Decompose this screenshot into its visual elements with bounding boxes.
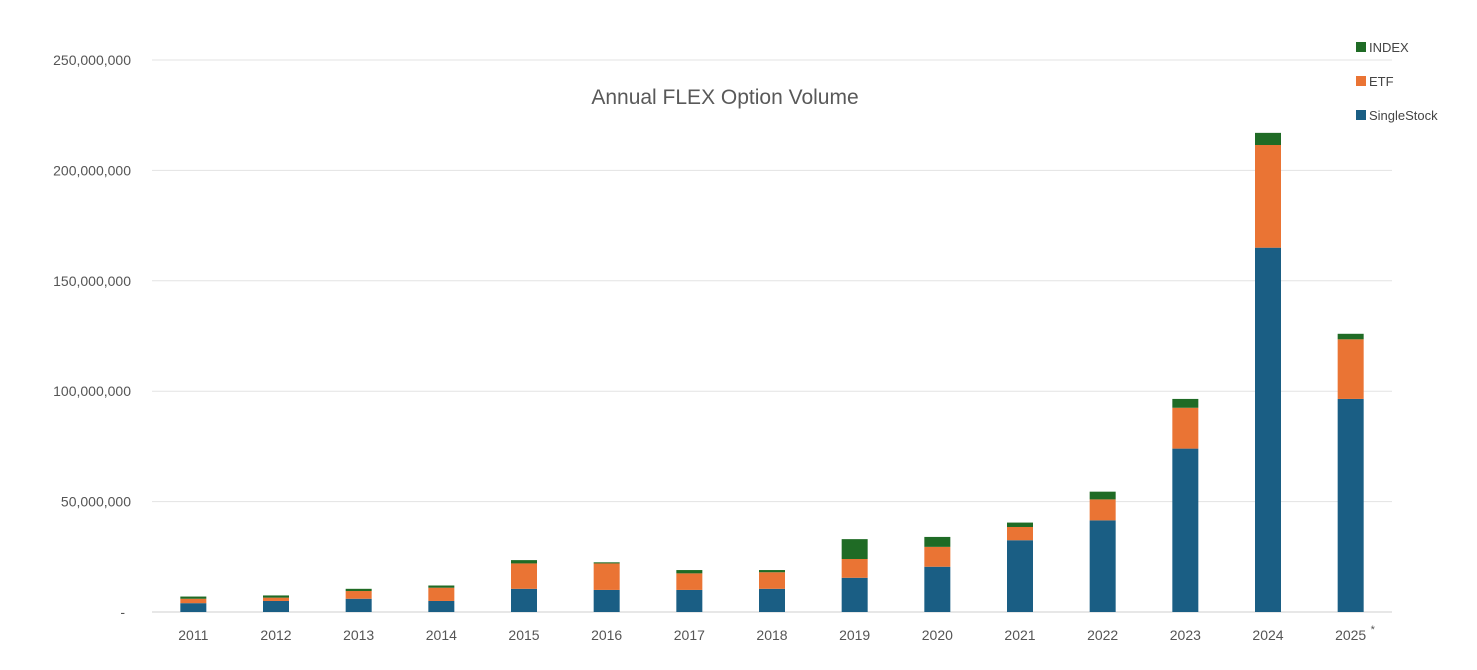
bar-etf-2025 [1337, 339, 1364, 399]
x-axis-tick-labels: 2011 2012 2013 2014 2015 2016 2017 2018 2019 2020… [178, 624, 1375, 643]
bar-etf-2016 [593, 563, 620, 590]
bar-index-2016 [593, 562, 620, 564]
x-tick-label: 2011 [178, 627, 208, 643]
x-tick-label: 2021 [1004, 627, 1035, 643]
x-tick-label: 2014 [426, 627, 457, 643]
x-tick-marker: * [1371, 624, 1376, 636]
bar-index-2011 [180, 596, 207, 599]
y-tick-label: 250,000,000 [53, 52, 131, 68]
bar-singlestock-2013 [345, 598, 372, 612]
x-tick-label: 2022 [1087, 627, 1118, 643]
chart-title: Annual FLEX Option Volume [591, 86, 858, 109]
bar-singlestock-2021 [1007, 540, 1033, 612]
bar-singlestock-2011 [180, 603, 207, 612]
y-axis-tick-labels: - 50,000,000 100,000,000 150,000,000 200,000… [53, 52, 131, 620]
bar-etf-2021 [1007, 526, 1033, 541]
legend: INDEX ETF SingleStock [1356, 40, 1438, 123]
x-tick-label: 2016 [591, 627, 622, 643]
bar-index-2019 [841, 539, 868, 560]
bar-singlestock-2018 [759, 588, 785, 612]
bar-index-2024 [1255, 132, 1281, 146]
x-tick-label: 2018 [756, 627, 787, 643]
bar-index-2015 [511, 560, 537, 564]
legend-swatch-index [1356, 42, 1366, 52]
x-tick-label: 2012 [260, 627, 291, 643]
bar-etf-2020 [924, 546, 951, 567]
bar-etf-2023 [1172, 407, 1199, 449]
bar-etf-2017 [676, 573, 703, 590]
bar-etf-2013 [345, 591, 372, 599]
bar-singlestock-2012 [263, 600, 289, 612]
bar-index-2022 [1089, 491, 1116, 500]
bar-etf-2024 [1255, 145, 1281, 248]
bar-index-2020 [924, 536, 951, 547]
bar-singlestock-2015 [511, 588, 537, 612]
x-tick-label: 2019 [839, 627, 870, 643]
bar-singlestock-2025 [1337, 398, 1364, 612]
bar-index-2017 [676, 570, 703, 574]
y-tick-label: - [120, 604, 125, 620]
bar-singlestock-2019 [841, 577, 868, 612]
x-tick-label: 2020 [922, 627, 953, 643]
gridlines [152, 59, 1392, 613]
y-tick-label: 200,000,000 [53, 162, 131, 178]
bar-etf-2022 [1089, 499, 1116, 521]
bar-singlestock-2024 [1255, 247, 1281, 612]
legend-label-index: INDEX [1369, 40, 1409, 55]
x-tick-label: 2013 [343, 627, 374, 643]
x-tick-label: 2024 [1252, 627, 1283, 643]
bar-index-2018 [759, 570, 785, 573]
bar-series [180, 132, 1364, 612]
bar-etf-2014 [428, 587, 455, 601]
bar-index-2012 [263, 595, 289, 598]
bar-index-2013 [345, 588, 372, 592]
bar-singlestock-2022 [1089, 520, 1116, 612]
y-tick-label: 150,000,000 [53, 273, 131, 289]
legend-label-etf: ETF [1369, 74, 1394, 89]
bar-index-2021 [1007, 522, 1033, 527]
y-tick-label: 100,000,000 [53, 383, 131, 399]
x-tick-label: 2023 [1170, 627, 1201, 643]
x-tick-label: 2025 [1335, 627, 1366, 643]
legend-label-singlestock: SingleStock [1369, 108, 1438, 123]
bar-etf-2015 [511, 563, 537, 589]
bar-etf-2011 [180, 598, 207, 604]
bar-etf-2019 [841, 559, 868, 578]
bar-index-2025 [1337, 333, 1364, 340]
x-tick-label: 2017 [674, 627, 705, 643]
bar-index-2014 [428, 585, 455, 588]
bar-etf-2018 [759, 572, 785, 589]
bar-singlestock-2014 [428, 600, 455, 612]
bar-singlestock-2023 [1172, 448, 1199, 612]
bar-singlestock-2016 [593, 589, 620, 612]
x-tick-label: 2015 [508, 627, 539, 643]
bar-etf-2012 [263, 597, 289, 601]
y-tick-label: 50,000,000 [61, 494, 131, 510]
legend-swatch-singlestock [1356, 110, 1366, 120]
bar-singlestock-2020 [924, 566, 951, 612]
bar-index-2023 [1172, 398, 1199, 408]
legend-swatch-etf [1356, 76, 1366, 86]
bar-singlestock-2017 [676, 589, 703, 612]
